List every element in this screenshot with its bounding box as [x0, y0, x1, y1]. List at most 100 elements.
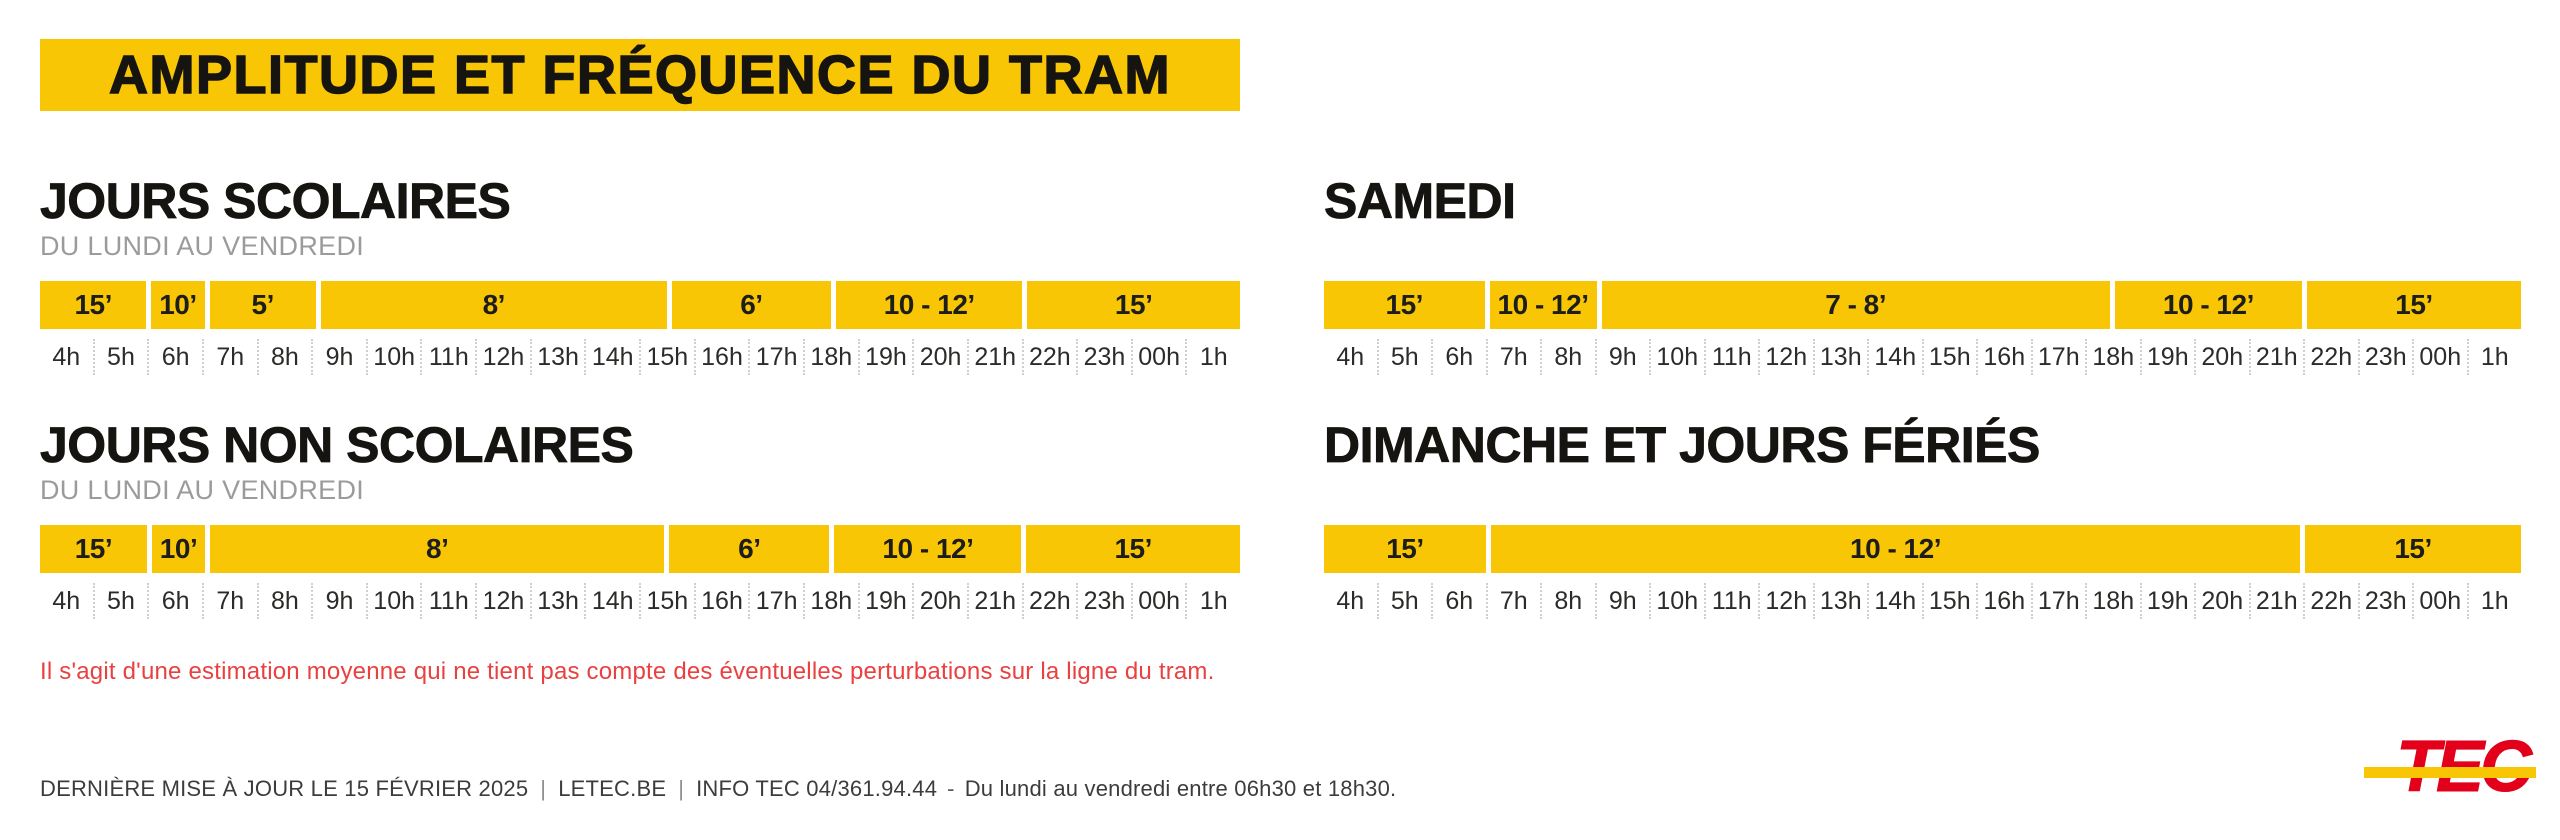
hour-label: 22h: [1024, 583, 1079, 619]
hour-label: 15h: [1924, 339, 1978, 375]
frequency-segment: 10’: [151, 281, 205, 329]
hour-label: 9h: [1597, 583, 1651, 619]
hour-label: 4h: [40, 339, 95, 375]
hour-label: 6h: [149, 339, 204, 375]
section-title: DIMANCHE ET JOURS FÉRIÉS: [1324, 417, 2041, 473]
frequency-segment: 7 - 8’: [1601, 281, 2110, 329]
hour-label: 21h: [969, 339, 1024, 375]
hour-label: 13h: [532, 339, 587, 375]
hour-label: 11h: [422, 339, 478, 375]
hour-label: 9h: [1597, 339, 1651, 375]
hour-label: 4h: [1324, 583, 1379, 619]
hour-label: 5h: [95, 339, 150, 375]
hour-label: 1h: [2480, 586, 2509, 615]
hour-label: 17h: [2033, 339, 2087, 375]
hour-label: 20h: [2196, 583, 2251, 619]
hour-label: 20h: [914, 583, 969, 619]
frequency-label: 15’: [1114, 533, 1152, 564]
hour-label: 16h: [1978, 583, 2033, 619]
last-update-text: DERNIÈRE MISE À JOUR LE 15 FÉVRIER 2025: [40, 776, 529, 801]
frequency-label: 10 - 12’: [2162, 289, 2254, 320]
hour-label: 14h: [1869, 583, 1924, 619]
hour-label: 23h: [2360, 339, 2414, 375]
frequency-label: 8’: [482, 289, 506, 320]
frequency-label: 15’: [1386, 533, 1424, 564]
hour-axis: 4h 5h 6h 7h 8h 9h 10h 11h 12h 13h 14h 15h 16h 17h 18h 1…: [40, 339, 1240, 375]
hour-label: 15h: [641, 339, 696, 375]
page-title-banner: AMPLITUDE ET FRÉQUENCE DU TRAM: [40, 39, 1240, 111]
hour-label: 12h: [1760, 339, 1815, 375]
hour-label: 21h: [2251, 583, 2305, 619]
frequency-segment: 10 - 12’: [2114, 281, 2302, 329]
hour-label: 9h: [313, 583, 368, 619]
footer-separator: |: [540, 776, 547, 801]
section-title: SAMEDI: [1324, 173, 1517, 229]
hour-label: 9h: [313, 339, 368, 375]
hour-label: 14h: [586, 339, 642, 375]
hour-label: 12h: [477, 583, 532, 619]
hour-label: 19h: [2142, 583, 2196, 619]
hour-label: 8h: [259, 583, 314, 619]
hour-label: 17h: [750, 583, 805, 619]
frequency-label: 15’: [74, 533, 113, 564]
frequency-bar: 15’ 10’ 8’ 6’ 10 - 12’ 15’: [40, 525, 1241, 573]
section-subtitle: [1324, 231, 2521, 261]
hour-label: 7h: [1488, 339, 1542, 375]
frequency-label: 10 - 12’: [883, 289, 975, 320]
frequency-segment: 15’: [1026, 525, 1241, 573]
section-title: JOURS NON SCOLAIRES: [40, 417, 635, 473]
hour-label: 7h: [204, 339, 259, 375]
frequency-segment: 8’: [210, 525, 665, 573]
frequency-label: 15’: [2394, 533, 2432, 564]
footer-info: DERNIÈRE MISE À JOUR LE 15 FÉVRIER 2025 |…: [40, 776, 1396, 802]
hour-label: 18h: [2087, 339, 2142, 375]
frequency-bar: 15’ 10’ 5’ 8’ 6’ 10 - 12’ 15’: [40, 281, 1241, 329]
hour-label: 17h: [2033, 583, 2087, 619]
frequency-segment: 10 - 12’: [1490, 525, 2301, 573]
hour-label: 15h: [1924, 583, 1978, 619]
hour-label: 11h: [422, 583, 478, 619]
hour-label: 8h: [1542, 583, 1597, 619]
frequency-label: 6’: [740, 289, 763, 320]
hour-label: 22h: [2305, 339, 2360, 375]
frequency-label: 7 - 8’: [1825, 289, 1887, 320]
hour-label: 1h: [1199, 586, 1228, 615]
hour-label: 18h: [805, 339, 860, 375]
hour-label: 4h: [1324, 339, 1379, 375]
schedule-section-samedi: SAMEDI 15’ 10 - 12’ 7 - 8’ 10 - 12’ 15’ 4h 5h 6h…: [1324, 173, 2521, 375]
footer-separator: |: [678, 776, 685, 801]
hour-label: 16h: [696, 583, 751, 619]
hour-label: 13h: [1815, 339, 1869, 375]
frequency-segment: 10 - 12’: [836, 281, 1023, 329]
hour-label: 18h: [2087, 583, 2142, 619]
hour-label: 16h: [1978, 339, 2033, 375]
page-title: AMPLITUDE ET FRÉQUENCE DU TRAM: [108, 44, 1171, 106]
frequency-label: 6’: [738, 533, 761, 564]
frequency-label: 10’: [159, 533, 198, 564]
hour-label: 22h: [1024, 339, 1079, 375]
schedule-section-dimanche-et-jours-feries: DIMANCHE ET JOURS FÉRIÉS 15’ 10 - 12’ 15’ 4h…: [1324, 417, 2521, 619]
hour-label: 19h: [860, 339, 915, 375]
info-hours-text: Du lundi au vendredi entre 06h30 et 18h3…: [964, 776, 1397, 801]
hour-label: 12h: [1760, 583, 1815, 619]
frequency-segment: 10 - 12’: [834, 525, 1022, 573]
frequency-segment: 15’: [1027, 281, 1241, 329]
frequency-segment: 6’: [671, 281, 832, 329]
hour-label: 10h: [368, 339, 423, 375]
hour-label: 11h: [1706, 339, 1760, 375]
hour-label: 16h: [696, 339, 751, 375]
hour-label: 23h: [2360, 583, 2414, 619]
hour-label: 00h: [2414, 339, 2469, 375]
hour-label: 19h: [2142, 339, 2196, 375]
frequency-label: 15’: [1385, 289, 1424, 320]
hour-label: 10h: [368, 583, 423, 619]
hour-label: 20h: [914, 339, 969, 375]
hour-label: 13h: [532, 583, 587, 619]
hour-label: 6h: [149, 583, 204, 619]
frequency-segment: 5’: [209, 281, 316, 329]
hour-label: 00h: [1133, 339, 1188, 375]
frequency-bar: 15’ 10 - 12’ 7 - 8’ 10 - 12’ 15’: [1324, 281, 2521, 329]
estimation-note: Il s'agit d'une estimation moyenne qui n…: [40, 658, 1215, 685]
frequency-bar: 15’ 10 - 12’ 15’: [1324, 525, 2521, 573]
